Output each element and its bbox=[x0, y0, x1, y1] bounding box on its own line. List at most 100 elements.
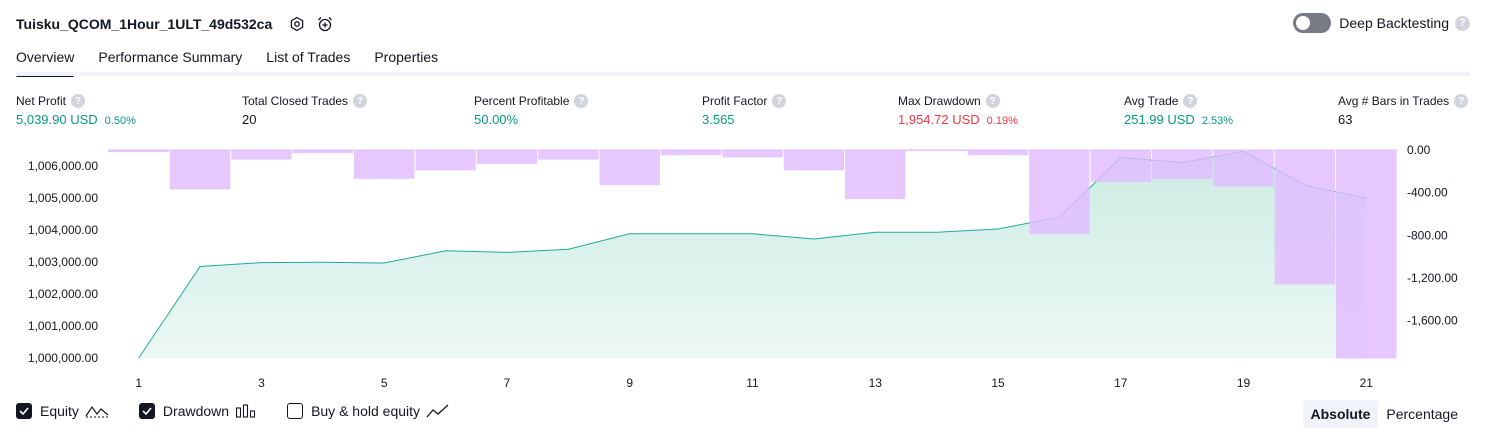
metric-net-profit: Net Profit? 5,039.90 USD 0.50% bbox=[16, 93, 136, 127]
tab-performance-summary[interactable]: Performance Summary bbox=[98, 49, 243, 65]
tab-divider bbox=[16, 72, 1470, 76]
x-tick-label: 21 bbox=[1360, 376, 1374, 390]
deep-backtesting-toggle[interactable] bbox=[1293, 13, 1332, 33]
bar-chart-icon bbox=[235, 404, 257, 418]
metric-label: Avg # Bars in Trades bbox=[1338, 94, 1450, 108]
metric-avg-bars-in-trades: Avg # Bars in Trades? 63 bbox=[1338, 93, 1469, 127]
x-tick-label: 5 bbox=[381, 376, 388, 390]
y-right-tick-label: -1,600.00 bbox=[1407, 314, 1458, 328]
drawdown-bar bbox=[1274, 150, 1336, 285]
info-icon[interactable]: ? bbox=[985, 94, 1000, 108]
help-icon[interactable]: ? bbox=[1455, 15, 1470, 31]
drawdown-bar bbox=[1029, 150, 1090, 235]
info-icon[interactable]: ? bbox=[1183, 94, 1198, 108]
y-right-tick-label: -800.00 bbox=[1407, 228, 1448, 242]
scale-mode-switch: Absolute Percentage bbox=[1302, 400, 1467, 428]
equity-checkbox[interactable] bbox=[16, 403, 32, 419]
legend-equity[interactable]: Equity bbox=[16, 403, 109, 419]
x-tick-label: 11 bbox=[746, 376, 759, 390]
drawdown-bar bbox=[660, 150, 722, 156]
drawdown-bar bbox=[1090, 150, 1151, 182]
y-right-tick-label: -400.00 bbox=[1407, 186, 1448, 200]
chart-legend: Equity Drawdown Buy & hold equity bbox=[16, 403, 480, 419]
alarm-clock-add-icon[interactable] bbox=[314, 13, 336, 35]
equity-label: Equity bbox=[40, 403, 79, 419]
drawdown-bar bbox=[783, 150, 845, 171]
x-tick-label: 13 bbox=[869, 376, 883, 390]
metric-label: Avg Trade bbox=[1124, 94, 1179, 108]
drawdown-bar bbox=[476, 150, 538, 164]
info-icon[interactable]: ? bbox=[1454, 94, 1469, 108]
tab-bar: Overview Performance Summary List of Tra… bbox=[16, 46, 462, 77]
y-left-tick-label: 1,002,000.00 bbox=[28, 287, 98, 301]
metric-value: 3.565 bbox=[702, 112, 735, 127]
legend-drawdown[interactable]: Drawdown bbox=[138, 403, 257, 419]
info-icon[interactable]: ? bbox=[71, 94, 86, 108]
equity-area bbox=[138, 151, 1367, 358]
drawdown-bar bbox=[599, 150, 660, 186]
drawdown-bar bbox=[967, 150, 1029, 156]
metric-label: Percent Profitable bbox=[474, 94, 570, 108]
drawdown-bar bbox=[292, 150, 353, 154]
x-tick-label: 17 bbox=[1114, 376, 1128, 390]
drawdown-bar bbox=[1336, 150, 1397, 359]
deep-backtesting: Deep Backtesting ? bbox=[1293, 13, 1470, 33]
tab-overview[interactable]: Overview bbox=[16, 46, 75, 77]
buy-hold-checkbox[interactable] bbox=[287, 403, 304, 419]
legend-buy-hold-equity[interactable]: Buy & hold equity bbox=[287, 403, 450, 419]
info-icon[interactable]: ? bbox=[353, 94, 368, 108]
y-left-tick-label: 1,005,000.00 bbox=[28, 191, 98, 205]
line-chart-icon bbox=[426, 404, 450, 418]
metric-value: 251.99 USD bbox=[1124, 112, 1195, 127]
mode-absolute[interactable]: Absolute bbox=[1302, 400, 1379, 428]
strategy-title: Tuisku_QCOM_1Hour_1ULT_49d532ca bbox=[16, 16, 273, 32]
tab-properties[interactable]: Properties bbox=[374, 49, 439, 65]
drawdown-checkbox[interactable] bbox=[138, 403, 155, 419]
tab-list-of-trades[interactable]: List of Trades bbox=[266, 49, 351, 65]
metric-profit-factor: Profit Factor? 3.565 bbox=[702, 93, 787, 127]
x-tick-label: 3 bbox=[258, 376, 265, 390]
info-icon[interactable]: ? bbox=[574, 94, 589, 108]
metric-max-drawdown: Max Drawdown? 1,954.72 USD 0.19% bbox=[898, 93, 1018, 127]
x-tick-label: 9 bbox=[626, 376, 633, 390]
metric-value: 63 bbox=[1338, 112, 1353, 127]
x-tick-label: 1 bbox=[135, 376, 142, 390]
y-left-tick-label: 1,004,000.00 bbox=[28, 223, 98, 237]
metric-percent: 0.19% bbox=[986, 115, 1018, 127]
drawdown-bar bbox=[722, 150, 783, 158]
area-line-icon bbox=[85, 404, 109, 418]
deep-backtesting-label: Deep Backtesting bbox=[1339, 15, 1449, 31]
metric-total-closed-trades: Total Closed Trades? 20 bbox=[242, 93, 368, 127]
metric-label: Total Closed Trades bbox=[242, 94, 349, 108]
metric-label: Max Drawdown bbox=[898, 94, 981, 108]
x-axis: 1 3 5 7 9 11 13 15 17 19 21 bbox=[135, 376, 1373, 390]
metric-value: 1,954.72 USD bbox=[898, 112, 980, 127]
drawdown-bar bbox=[169, 150, 231, 190]
metric-label: Profit Factor bbox=[702, 94, 768, 108]
drawdown-bar bbox=[1213, 150, 1274, 187]
drawdown-series bbox=[108, 150, 1397, 359]
x-tick-label: 15 bbox=[991, 376, 1005, 390]
metric-label: Net Profit bbox=[16, 94, 67, 108]
metric-percent: 2.53% bbox=[1201, 115, 1234, 127]
y-left-tick-label: 1,006,000.00 bbox=[28, 159, 98, 173]
settings-icon[interactable] bbox=[286, 13, 308, 35]
mode-percentage[interactable]: Percentage bbox=[1386, 406, 1458, 422]
y-left-tick-label: 1,003,000.00 bbox=[28, 255, 98, 269]
y-right-tick-label: 0.00 bbox=[1407, 143, 1431, 157]
metric-value: 50.00% bbox=[474, 112, 519, 127]
info-icon[interactable]: ? bbox=[772, 94, 787, 108]
drawdown-bar bbox=[845, 150, 906, 200]
toggle-knob bbox=[1296, 16, 1311, 30]
metric-value: 5,039.90 USD bbox=[16, 112, 98, 127]
metric-value: 20 bbox=[242, 112, 257, 127]
strategy-header: Tuisku_QCOM_1Hour_1ULT_49d532ca bbox=[16, 12, 342, 36]
drawdown-bar bbox=[538, 150, 599, 160]
drawdown-bar bbox=[108, 150, 169, 153]
y-left-tick-label: 1,001,000.00 bbox=[28, 319, 98, 333]
drawdown-bar bbox=[415, 150, 476, 171]
equity-drawdown-chart: 1,000,000.00 1,001,000.00 1,002,000.00 1,00… bbox=[28, 143, 1458, 390]
drawdown-bar bbox=[1152, 150, 1213, 179]
x-tick-label: 7 bbox=[504, 376, 511, 390]
buy-hold-label: Buy & hold equity bbox=[311, 403, 421, 419]
